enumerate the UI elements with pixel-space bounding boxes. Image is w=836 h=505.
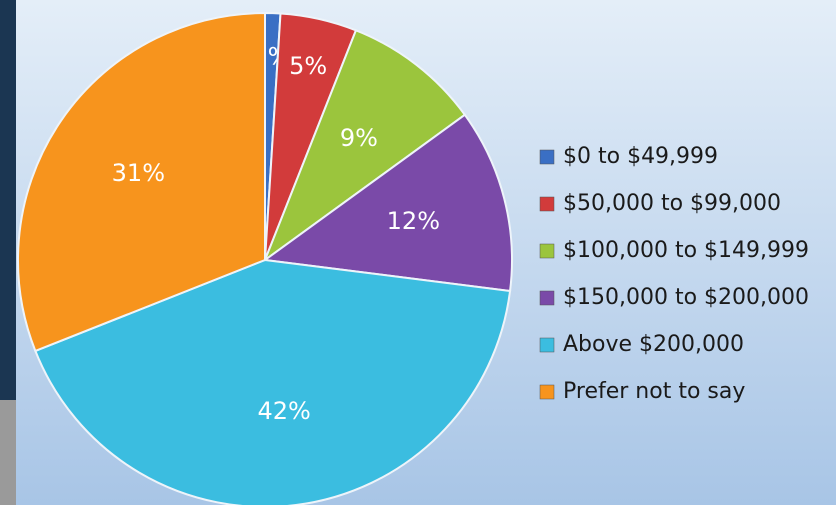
legend-swatch xyxy=(539,337,555,353)
legend-label: $100,000 to $149,999 xyxy=(563,238,809,263)
legend-label: Above $200,000 xyxy=(563,332,744,357)
legend-label: $0 to $49,999 xyxy=(563,144,718,169)
legend-label: Prefer not to say xyxy=(563,379,745,404)
pie-slice xyxy=(34,258,512,505)
legend-label: $150,000 to $200,000 xyxy=(563,285,809,310)
legend-swatch xyxy=(539,290,555,306)
edge xyxy=(0,0,16,400)
data-label: 42% xyxy=(258,397,311,425)
pie-slice xyxy=(262,113,513,293)
legend-swatch xyxy=(539,384,555,400)
data-label: 31% xyxy=(112,159,165,187)
data-label: 5% xyxy=(289,52,327,80)
pie-slice xyxy=(262,29,467,263)
legend-swatch xyxy=(539,149,555,165)
pie-slice xyxy=(17,11,266,353)
legend-label: $50,000 to $99,000 xyxy=(563,191,781,216)
legend-swatch xyxy=(539,196,555,212)
data-label: 12% xyxy=(387,207,440,235)
edge xyxy=(0,400,16,505)
legend-swatch xyxy=(539,243,555,259)
data-label: 9% xyxy=(340,124,378,152)
